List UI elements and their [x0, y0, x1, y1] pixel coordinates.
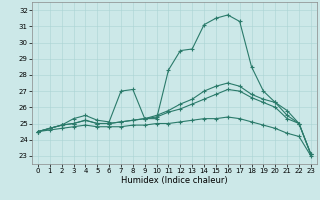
X-axis label: Humidex (Indice chaleur): Humidex (Indice chaleur) — [121, 176, 228, 185]
